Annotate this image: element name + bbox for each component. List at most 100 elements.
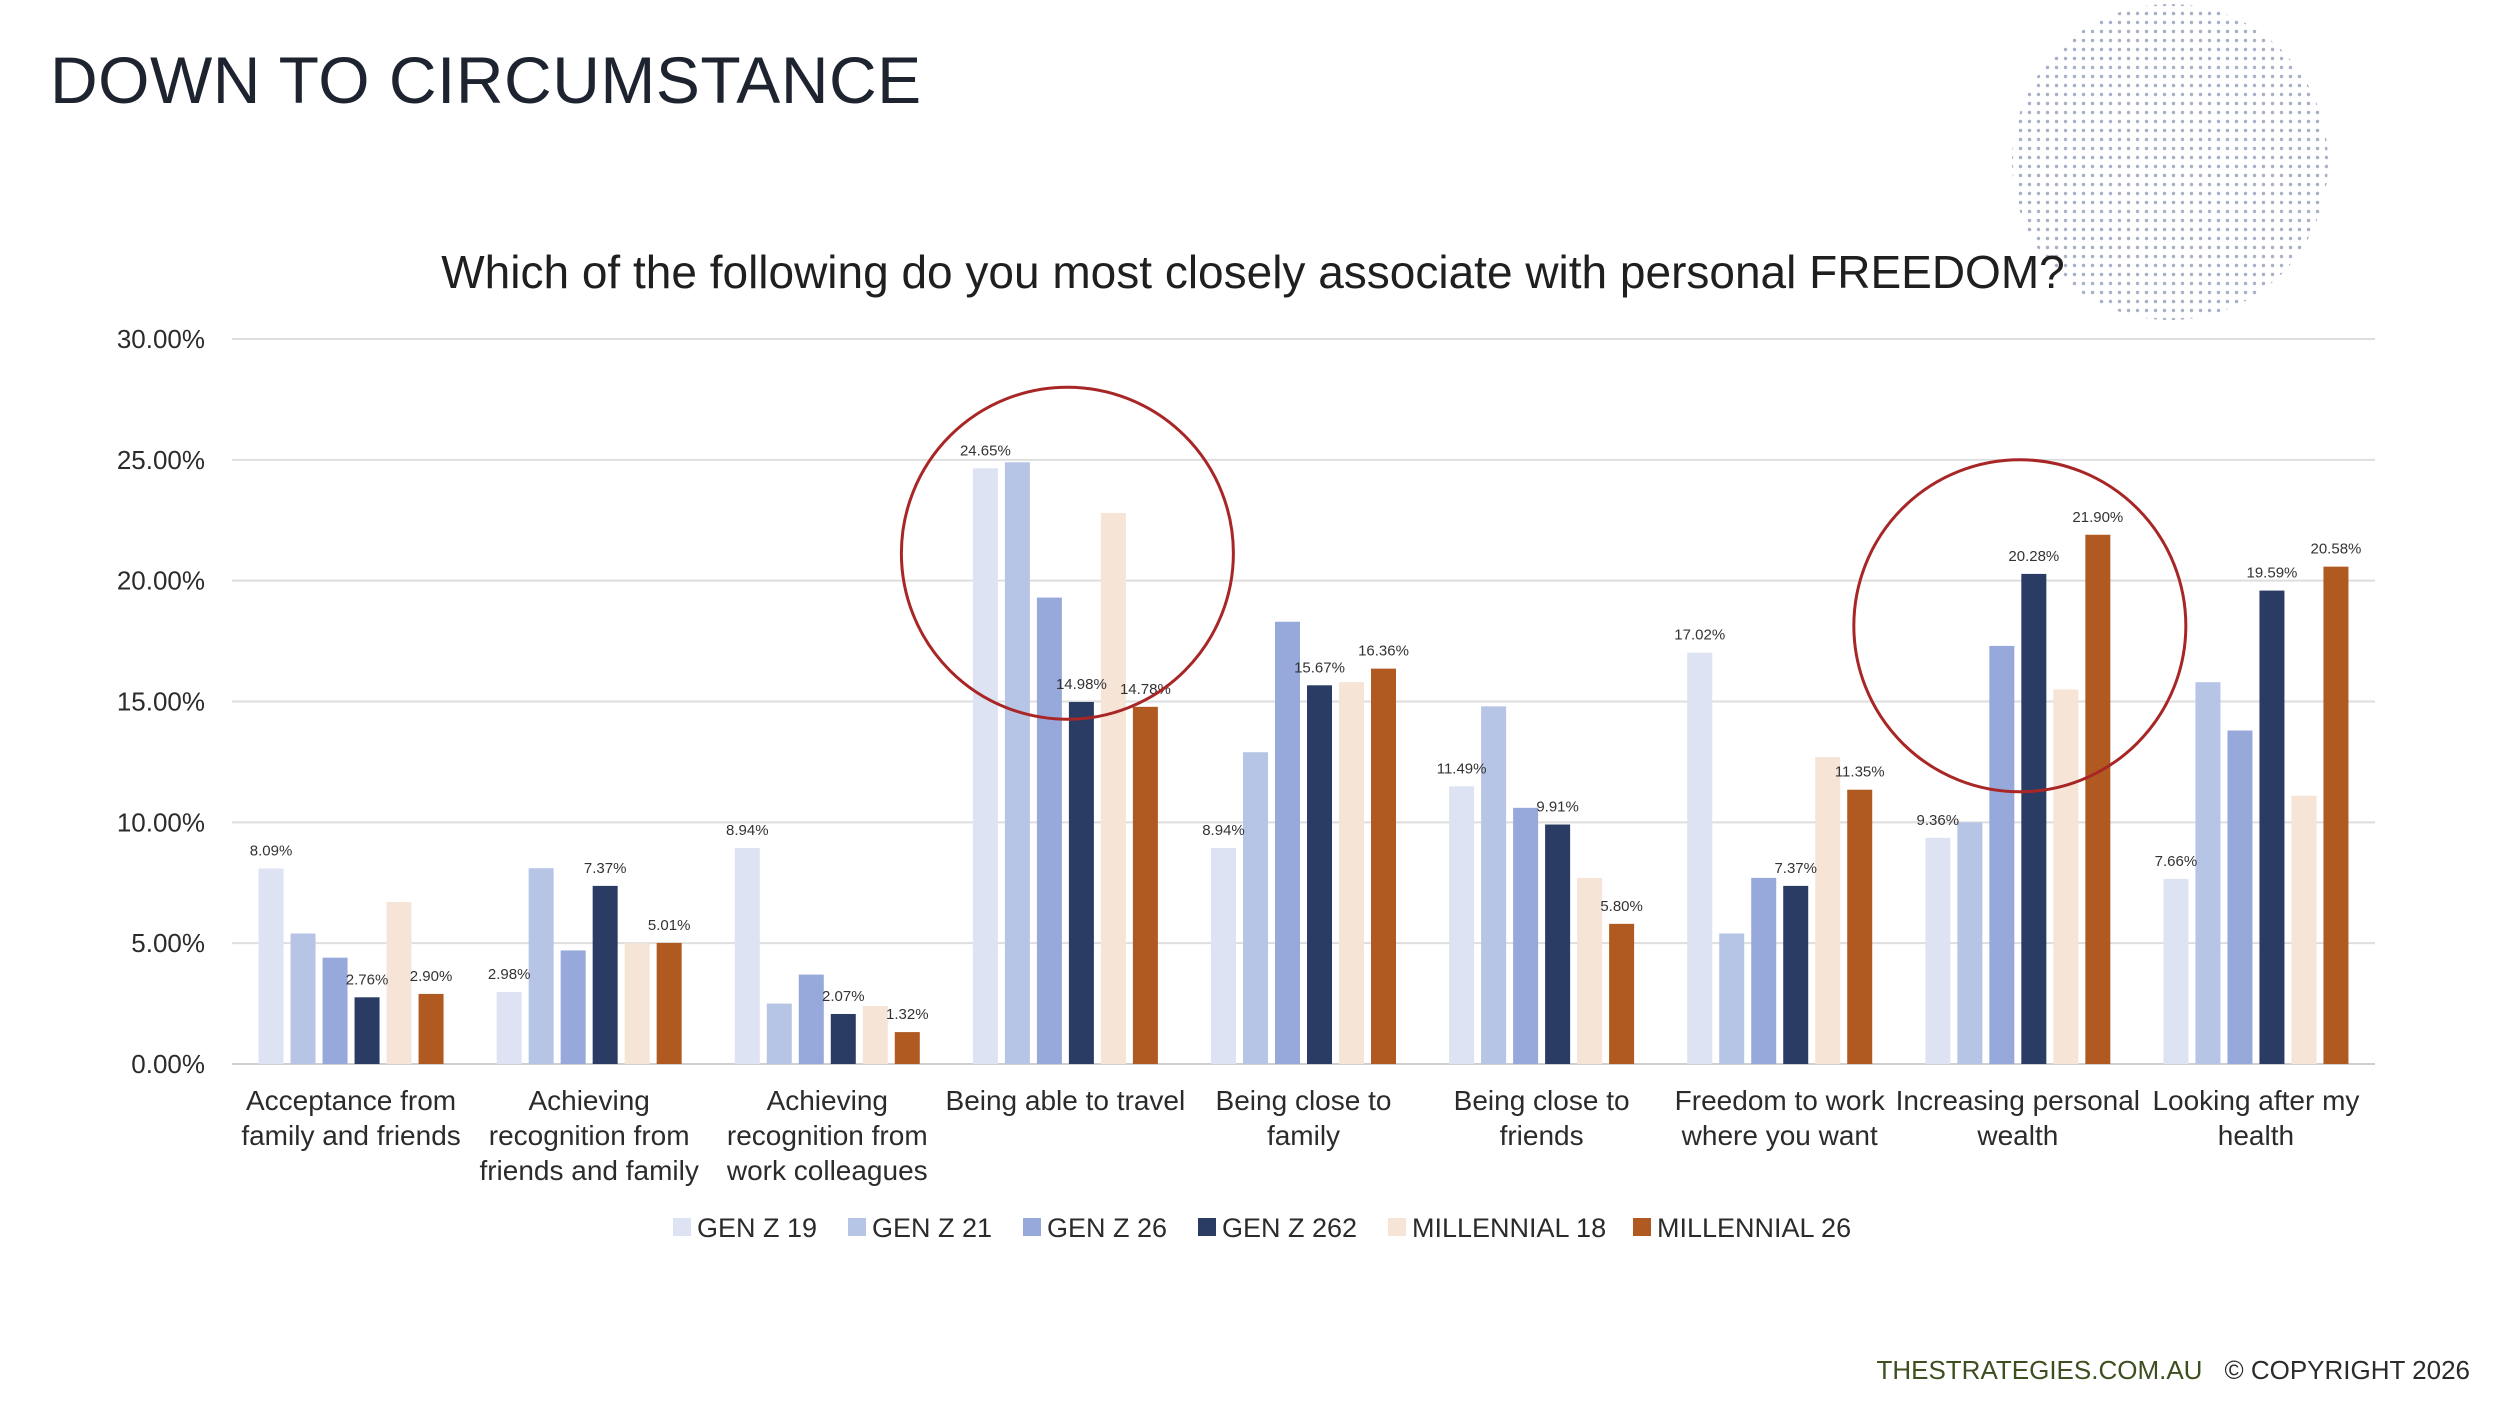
bar xyxy=(1609,923,1635,1064)
footer-site-link[interactable]: THESTRATEGIES.COM.AU xyxy=(1876,1355,2203,1385)
y-tick-label: 20.00% xyxy=(117,566,205,596)
bar xyxy=(1783,885,1809,1064)
slide-title: DOWN TO CIRCUMSTANCE xyxy=(50,43,922,117)
legend-swatch xyxy=(1388,1218,1406,1236)
legend-swatch xyxy=(1023,1218,1041,1236)
bar xyxy=(862,1006,888,1064)
data-label: 11.49% xyxy=(1437,760,1487,777)
gridlines xyxy=(232,338,2375,1065)
bar xyxy=(766,1003,792,1064)
bar xyxy=(656,942,682,1064)
data-label: 8.94% xyxy=(726,822,769,839)
data-labels: 8.09% 2.98% 8.94% 24.65% 8.94% 11.49% 17.02% 9.… xyxy=(250,442,2362,1023)
bar xyxy=(1989,645,2015,1064)
data-label: 20.58% xyxy=(2311,541,2362,558)
x-category-label: Increasing personal wealth xyxy=(1896,1085,2140,1151)
bar xyxy=(2227,730,2253,1064)
legend-swatch xyxy=(1633,1218,1651,1236)
bar xyxy=(1449,786,1475,1064)
data-label: 16.36% xyxy=(1358,643,1409,660)
x-category-label: Being close to friends xyxy=(1454,1085,1630,1151)
bar xyxy=(2163,878,2189,1064)
x-category-label: Looking after my health xyxy=(2152,1085,2359,1151)
data-label: 7.37% xyxy=(584,860,627,877)
bar xyxy=(2291,795,2317,1064)
bar xyxy=(2323,566,2349,1064)
bar xyxy=(1545,824,1571,1064)
bar xyxy=(2085,534,2111,1064)
bar xyxy=(1925,837,1951,1064)
data-label: 5.01% xyxy=(648,917,691,934)
bar xyxy=(1132,706,1158,1064)
legend-label: MILLENNIAL 26 xyxy=(1657,1213,1851,1243)
bar xyxy=(830,1013,856,1064)
data-label: 7.66% xyxy=(2155,853,2198,870)
bar xyxy=(894,1032,920,1064)
bar xyxy=(258,868,284,1064)
bar xyxy=(798,974,824,1064)
bar xyxy=(1211,847,1236,1064)
bar xyxy=(386,902,412,1064)
data-label: 24.65% xyxy=(960,442,1011,459)
bar xyxy=(290,933,316,1064)
bar xyxy=(1847,789,1873,1064)
bar xyxy=(2195,682,2221,1064)
data-label: 9.91% xyxy=(1536,799,1579,816)
bar xyxy=(1371,668,1396,1064)
bar xyxy=(2021,573,2047,1064)
bars xyxy=(258,462,2349,1065)
chart-title: Which of the following do you most close… xyxy=(441,246,2064,298)
bar xyxy=(1068,701,1094,1064)
y-tick-label: 15.00% xyxy=(117,687,205,717)
legend-label: GEN Z 19 xyxy=(697,1213,817,1243)
data-label: 7.37% xyxy=(1774,860,1817,877)
data-label: 5.80% xyxy=(1600,898,1643,915)
bar xyxy=(1307,685,1332,1064)
y-tick-label: 0.00% xyxy=(131,1049,205,1079)
data-label: 14.98% xyxy=(1056,676,1107,693)
bar xyxy=(496,991,522,1064)
bar xyxy=(560,950,586,1064)
y-axis-ticks: 0.00% 5.00% 10.00% 15.00% 20.00% 25.00% 30.00% xyxy=(117,324,205,1079)
data-label: 8.09% xyxy=(250,842,293,859)
y-tick-label: 10.00% xyxy=(117,807,205,837)
x-category-label: Being close to family xyxy=(1216,1085,1392,1151)
bar xyxy=(2053,689,2079,1064)
data-label: 15.67% xyxy=(1294,659,1345,676)
data-label: 2.90% xyxy=(410,968,453,985)
bar xyxy=(1275,621,1300,1064)
bar xyxy=(1815,757,1841,1064)
bar xyxy=(1100,513,1126,1064)
legend-label: GEN Z 262 xyxy=(1222,1213,1357,1243)
x-category-label: Achieving recognition from work colleagues xyxy=(726,1085,928,1186)
bar xyxy=(2259,590,2285,1064)
y-tick-label: 30.00% xyxy=(117,324,205,354)
data-label: 9.36% xyxy=(1917,812,1960,829)
highlight-circle xyxy=(1852,458,2188,794)
bar xyxy=(1577,877,1603,1064)
bar xyxy=(322,957,348,1064)
bar xyxy=(1957,822,1983,1064)
bar xyxy=(972,468,998,1065)
bar xyxy=(1719,933,1745,1064)
data-label: 8.94% xyxy=(1202,822,1245,839)
bar xyxy=(1481,706,1507,1064)
bar xyxy=(418,993,444,1064)
bar xyxy=(624,943,650,1064)
legend-label: MILLENNIAL 18 xyxy=(1412,1213,1606,1243)
bar xyxy=(734,847,760,1064)
data-label: 2.07% xyxy=(822,988,865,1005)
legend-swatch xyxy=(1198,1218,1216,1236)
y-tick-label: 25.00% xyxy=(117,445,205,475)
footer: THESTRATEGIES.COM.AU © COPYRIGHT 2026 xyxy=(1876,1355,2470,1386)
legend-label: GEN Z 21 xyxy=(872,1213,992,1243)
x-category-label: Acceptance from family and friends xyxy=(241,1085,460,1151)
legend: GEN Z 19 GEN Z 21 GEN Z 26 GEN Z 262 MILLENN… xyxy=(673,1213,1851,1243)
data-label: 1.32% xyxy=(886,1006,929,1023)
data-label: 21.90% xyxy=(2072,509,2123,526)
legend-label: GEN Z 26 xyxy=(1047,1213,1167,1243)
data-label: 2.76% xyxy=(346,971,389,988)
bar xyxy=(1036,597,1062,1064)
